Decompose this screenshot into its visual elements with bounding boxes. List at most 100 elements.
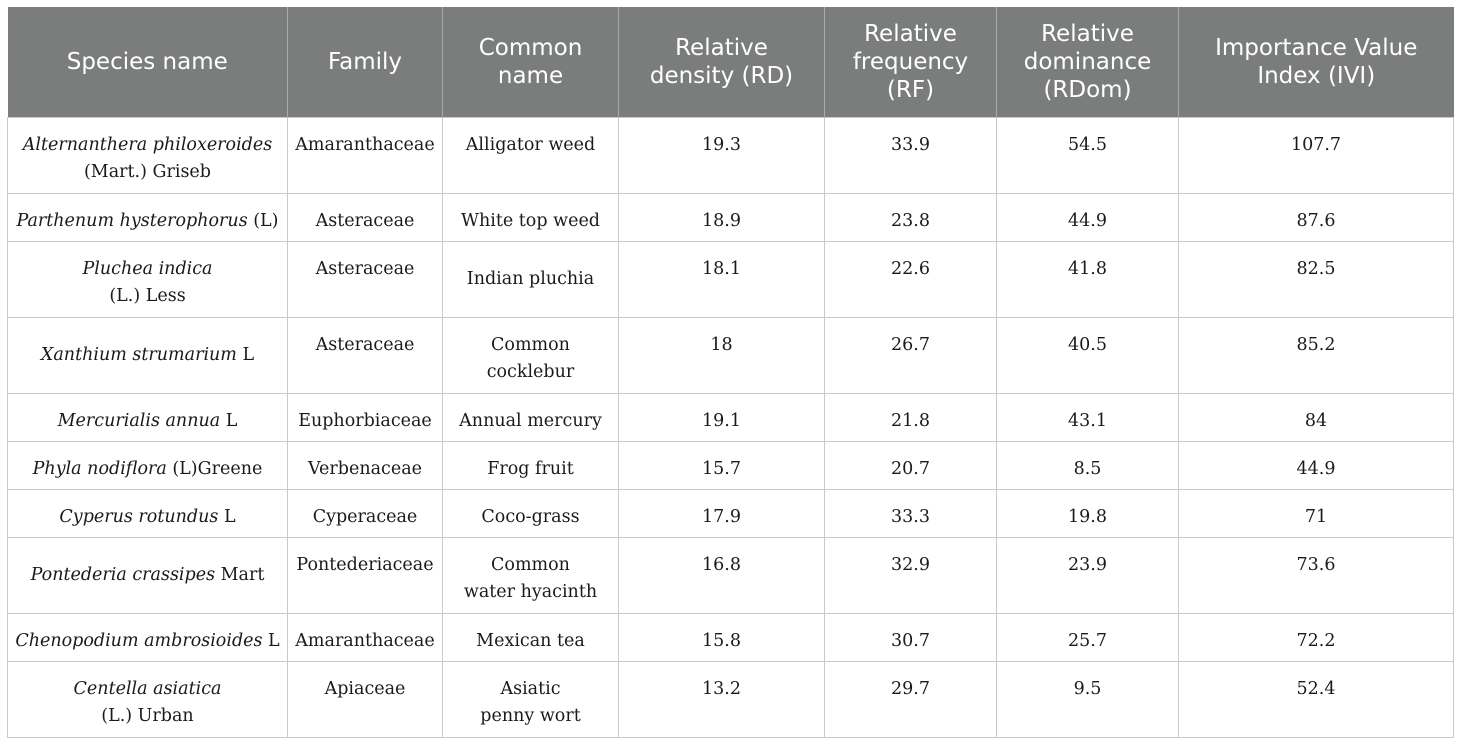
family-cell: Cyperaceae	[287, 489, 443, 538]
family-cell: Verbenaceae	[287, 441, 443, 490]
species-binomial: Pontederia crassipes	[30, 565, 216, 585]
relative-density-cell: 19.1	[618, 393, 825, 442]
family-cell: Amaranthaceae	[287, 117, 443, 194]
relative-dominance-cell: 9.5	[996, 661, 1179, 738]
ivi-cell: 52.4	[1178, 661, 1454, 738]
header-line: dominance	[1023, 49, 1152, 75]
table-row: Centella asiatica (L.) Urban Apiaceae Asiat…	[7, 661, 1454, 738]
table-row: Alternanthera philoxeroides (Mart.) Grise…	[7, 117, 1454, 194]
common-name-line: Annual mercury	[459, 411, 602, 431]
header-line: Common	[478, 35, 583, 61]
relative-density-cell: 13.2	[618, 661, 825, 738]
ivi-cell: 72.2	[1178, 613, 1454, 662]
species-cell: Phyla nodiflora (L)Greene	[7, 441, 288, 490]
common-name-header: Common name	[442, 7, 619, 118]
common-name-cell: Mexican tea	[442, 613, 619, 662]
relative-dominance-cell: 43.1	[996, 393, 1179, 442]
common-name-line: Alligator weed	[465, 135, 596, 155]
species-name-header: Species name	[7, 7, 288, 118]
common-name-cell: Common cocklebur	[442, 317, 619, 394]
relative-dominance-cell: 25.7	[996, 613, 1179, 662]
header-line: density (RD)	[649, 63, 794, 89]
relative-dominance-header: Relative dominance (RDom)	[996, 7, 1179, 118]
species-binomial: Phyla nodiflora	[32, 459, 167, 479]
relative-dominance-cell: 54.5	[996, 117, 1179, 194]
species-author: L	[262, 631, 280, 651]
relative-density-header: Relative density (RD)	[618, 7, 825, 118]
header-line: Importance Value	[1215, 35, 1418, 61]
ivi-cell: 107.7	[1178, 117, 1454, 194]
common-name-line: Common	[491, 335, 570, 355]
relative-density-cell: 16.8	[618, 537, 825, 614]
common-name-line: penny wort	[480, 706, 581, 726]
header-line: frequency	[852, 49, 969, 75]
species-cell: Centella asiatica (L.) Urban	[7, 661, 288, 738]
species-author: (L.) Urban	[101, 706, 194, 726]
species-author: (L)	[247, 211, 279, 231]
species-cell: Parthenum hysterophorus (L)	[7, 193, 288, 242]
relative-dominance-cell: 23.9	[996, 537, 1179, 614]
common-name-line: Frog fruit	[487, 459, 574, 479]
table-row: Chenopodium ambrosioides L Amaranthaceae M…	[7, 613, 1454, 662]
relative-frequency-cell: 33.3	[824, 489, 997, 538]
header-line: (RF)	[886, 77, 935, 103]
relative-frequency-cell: 21.8	[824, 393, 997, 442]
species-cell: Cyperus rotundus L	[7, 489, 288, 538]
species-binomial: Mercurialis annua	[57, 411, 221, 431]
table-row: Pluchea indica (L.) Less Asteraceae Indian …	[7, 241, 1454, 318]
family-cell: Pontederiaceae	[287, 537, 443, 614]
relative-frequency-header: Relative frequency (RF)	[824, 7, 997, 118]
relative-density-cell: 15.8	[618, 613, 825, 662]
common-name-line: White top weed	[460, 211, 601, 231]
relative-frequency-cell: 20.7	[824, 441, 997, 490]
relative-frequency-cell: 22.6	[824, 241, 997, 318]
family-cell: Amaranthaceae	[287, 613, 443, 662]
species-cell: Chenopodium ambrosioides L	[7, 613, 288, 662]
header-row: Species name Family Common name Relative dens…	[7, 7, 1454, 118]
common-name-cell: White top weed	[442, 193, 619, 242]
common-name-line: Common	[491, 555, 570, 575]
relative-dominance-cell: 19.8	[996, 489, 1179, 538]
relative-dominance-cell: 41.8	[996, 241, 1179, 318]
species-binomial: Alternanthera philoxeroides	[22, 135, 273, 155]
species-binomial: Cyperus rotundus	[59, 507, 219, 527]
relative-dominance-cell: 8.5	[996, 441, 1179, 490]
common-name-cell: Frog fruit	[442, 441, 619, 490]
relative-density-cell: 18	[618, 317, 825, 394]
header-line: Species name	[66, 49, 228, 75]
species-cell: Xanthium strumarium L	[7, 317, 288, 394]
common-name-cell: Indian pluchia	[442, 241, 619, 318]
family-cell: Asteraceae	[287, 193, 443, 242]
relative-frequency-cell: 29.7	[824, 661, 997, 738]
family-header: Family	[287, 7, 443, 118]
relative-density-cell: 15.7	[618, 441, 825, 490]
family-cell: Asteraceae	[287, 241, 443, 318]
relative-frequency-cell: 30.7	[824, 613, 997, 662]
family-cell: Euphorbiaceae	[287, 393, 443, 442]
family-cell: Apiaceae	[287, 661, 443, 738]
header-line: Family	[327, 49, 402, 75]
family-cell: Asteraceae	[287, 317, 443, 394]
common-name-cell: Common water hyacinth	[442, 537, 619, 614]
table-row: Parthenum hysterophorus (L) Asteraceae Whi…	[7, 193, 1454, 242]
header-line: name	[497, 63, 564, 89]
table-row: Pontederia crassipes Mart Pontederiaceae C…	[7, 537, 1454, 614]
relative-frequency-cell: 32.9	[824, 537, 997, 614]
species-author: L	[220, 411, 238, 431]
relative-density-cell: 19.3	[618, 117, 825, 194]
species-author: (L.) Less	[109, 286, 186, 306]
species-importance-table: Species name Family Common name Relative dens…	[7, 7, 1454, 738]
species-binomial: Parthenum hysterophorus	[16, 211, 248, 231]
relative-frequency-cell: 33.9	[824, 117, 997, 194]
header-line: Relative	[1041, 21, 1134, 47]
species-author: L	[236, 345, 255, 365]
species-binomial: Pluchea indica	[82, 259, 213, 279]
common-name-line: Coco-grass	[481, 507, 580, 527]
table-body: Alternanthera philoxeroides (Mart.) Grise…	[7, 117, 1454, 738]
common-name-cell: Annual mercury	[442, 393, 619, 442]
species-author: (L)Greene	[166, 459, 263, 479]
ivi-cell: 85.2	[1178, 317, 1454, 394]
species-binomial: Chenopodium ambrosioides	[15, 631, 263, 651]
ivi-cell: 82.5	[1178, 241, 1454, 318]
relative-dominance-cell: 40.5	[996, 317, 1179, 394]
